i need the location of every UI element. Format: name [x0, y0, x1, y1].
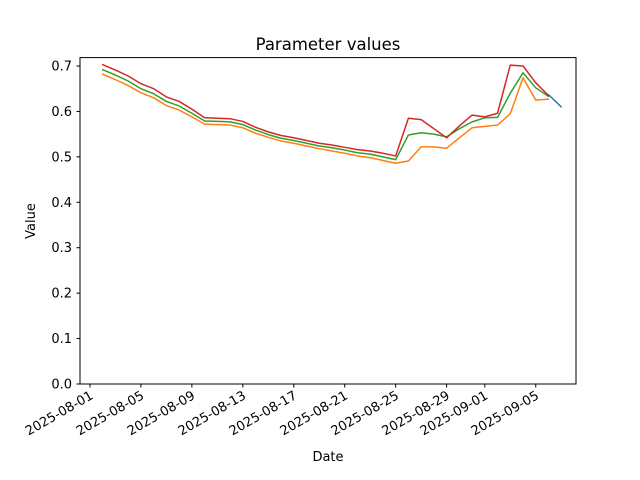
y-tick-label: 0.2	[51, 287, 72, 302]
y-tick-label: 0.6	[51, 105, 72, 120]
y-tick-label: 0.5	[51, 150, 72, 165]
series-orange-line	[101, 73, 550, 164]
series-blue-line	[547, 93, 562, 108]
y-tick-label: 0.7	[51, 60, 72, 75]
y-tick-label: 0.1	[51, 332, 72, 347]
y-axis-label: Value	[24, 203, 39, 239]
series-green-line	[101, 68, 550, 161]
y-tick-label: 0.3	[51, 241, 72, 256]
series-red-line	[101, 63, 550, 157]
y-tick-label: 0.0	[51, 378, 72, 393]
x-axis-label: Date	[312, 450, 343, 465]
series-lines	[101, 63, 562, 164]
plot-area	[80, 57, 576, 384]
y-tick-label: 0.4	[51, 196, 72, 211]
chart-title: Parameter values	[256, 35, 401, 54]
axes-frame	[79, 57, 577, 385]
